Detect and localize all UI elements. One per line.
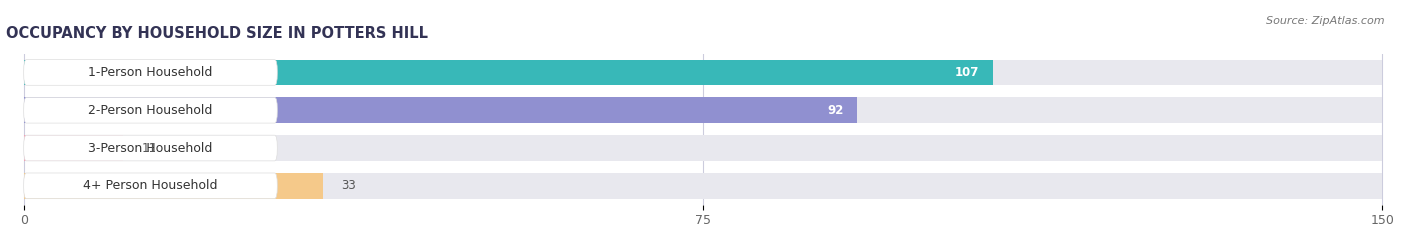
Text: 3-Person Household: 3-Person Household xyxy=(89,141,212,154)
Bar xyxy=(24,135,124,161)
Text: 11: 11 xyxy=(142,141,156,154)
Text: 33: 33 xyxy=(340,179,356,192)
Bar xyxy=(24,97,1382,123)
FancyBboxPatch shape xyxy=(24,60,277,85)
Text: 107: 107 xyxy=(955,66,979,79)
Text: OCCUPANCY BY HOUSEHOLD SIZE IN POTTERS HILL: OCCUPANCY BY HOUSEHOLD SIZE IN POTTERS H… xyxy=(6,27,427,41)
FancyBboxPatch shape xyxy=(24,97,277,123)
FancyBboxPatch shape xyxy=(24,173,277,199)
Bar xyxy=(24,60,1382,85)
Text: 92: 92 xyxy=(827,104,844,117)
Bar xyxy=(24,60,993,85)
Text: Source: ZipAtlas.com: Source: ZipAtlas.com xyxy=(1267,16,1385,26)
Bar xyxy=(24,173,1382,199)
Bar xyxy=(24,97,858,123)
Text: 1-Person Household: 1-Person Household xyxy=(89,66,212,79)
Text: 4+ Person Household: 4+ Person Household xyxy=(83,179,218,192)
Bar xyxy=(24,135,1382,161)
FancyBboxPatch shape xyxy=(24,135,277,161)
Bar xyxy=(24,173,322,199)
Text: 2-Person Household: 2-Person Household xyxy=(89,104,212,117)
